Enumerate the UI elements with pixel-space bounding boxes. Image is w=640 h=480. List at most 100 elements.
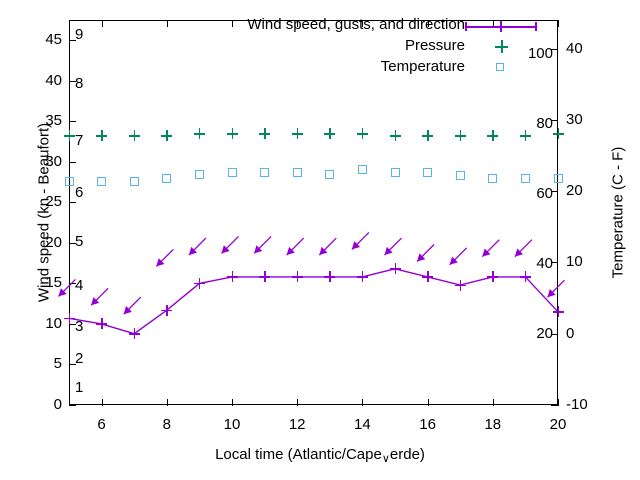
- tick-label-left: 35: [45, 112, 62, 130]
- pressure-point: [128, 130, 140, 141]
- beaufort-label: 5: [75, 232, 84, 250]
- tick-label-bottom: 12: [288, 416, 306, 433]
- pressure-label: 80: [536, 115, 553, 132]
- tick-top: [492, 20, 494, 27]
- tick-right: [551, 48, 558, 50]
- tick-right: [551, 191, 558, 193]
- tick-label-bottom: 20: [549, 416, 567, 433]
- pressure-point: [487, 130, 499, 141]
- x-axis-title: Local time (Atlantic/Cape∨erde): [0, 446, 640, 465]
- beaufort-label: 9: [75, 26, 84, 44]
- pressure-label: 60: [536, 185, 553, 202]
- tick-label-bottom: 6: [97, 416, 106, 433]
- beaufort-label: 3: [75, 318, 84, 335]
- pressure-point: [259, 128, 271, 140]
- wind-speed-point: [324, 271, 336, 283]
- tick-label-left: 30: [45, 152, 62, 170]
- temperature-point: [97, 176, 107, 186]
- tick-label-left: 45: [45, 31, 62, 49]
- wind-speed-point: [454, 279, 466, 291]
- tick-top: [558, 20, 559, 27]
- pressure-point: [519, 130, 531, 141]
- tick-label-bottom: 18: [484, 416, 502, 433]
- pressure-point: [454, 130, 466, 141]
- tick-bottom: [101, 399, 103, 406]
- tick-label-left: 10: [45, 314, 62, 332]
- legend-label-temperature: Temperature: [380, 58, 465, 75]
- pressure-point: [226, 128, 238, 140]
- legend-key-temperature: [465, 58, 545, 78]
- tick-label-bottom: 16: [419, 416, 436, 433]
- wind-speed-point: [259, 271, 271, 283]
- square-icon: [496, 63, 504, 71]
- tick-top: [232, 20, 233, 27]
- temperature-point: [227, 168, 237, 178]
- pressure-point: [552, 128, 564, 140]
- legend-item-pressure[interactable]: Pressure: [230, 37, 555, 58]
- tick-label-bottom: 14: [354, 416, 371, 433]
- legend-label-pressure: Pressure: [404, 37, 465, 54]
- tick-left: [69, 161, 76, 163]
- tick-left: [69, 121, 76, 123]
- beaufort-label: 4: [75, 277, 84, 295]
- temperature-point: [325, 170, 335, 180]
- tick-left: [69, 40, 76, 42]
- wind-speed-point: [422, 271, 434, 283]
- plot-area: [69, 20, 558, 405]
- temperature-point: [260, 168, 270, 178]
- beaufort-label: 6: [75, 184, 84, 202]
- legend-key-wind: [465, 16, 545, 36]
- tick-label-right: 30: [566, 110, 583, 128]
- temperature-point: [162, 173, 172, 183]
- pressure-point: [291, 128, 303, 140]
- tick-label-left: 5: [53, 355, 62, 373]
- tick-bottom: [427, 399, 429, 406]
- pressure-point: [63, 130, 75, 141]
- pressure-point: [96, 130, 108, 141]
- wind-speed-point: [193, 277, 205, 289]
- temperature-point: [390, 168, 400, 178]
- legend: Wind speed, gusts, and direction Pressur…: [230, 16, 555, 79]
- pressure-label: 40: [536, 255, 553, 272]
- x-axis-title-pre: Local time (Atlantic/Cape: [215, 446, 382, 463]
- tick-label-left: 20: [45, 233, 62, 251]
- x-axis-title-underscore: ∨: [381, 453, 390, 465]
- tick-right: [551, 119, 558, 121]
- pressure-label: 100: [527, 45, 553, 62]
- wind-speed-point: [356, 271, 368, 283]
- temperature-point: [488, 173, 498, 183]
- tick-label-left: 15: [45, 274, 62, 292]
- tick-label-bottom: 10: [223, 416, 241, 433]
- pressure-point: [324, 128, 336, 140]
- pressure-point: [356, 128, 368, 140]
- tick-label-right: 0: [566, 324, 575, 342]
- beaufort-label: 8: [75, 74, 84, 92]
- tick-right: [551, 405, 558, 406]
- legend-item-wind[interactable]: Wind speed, gusts, and direction: [230, 16, 555, 37]
- temperature-point: [520, 174, 530, 184]
- legend-key-pressure: [465, 37, 545, 57]
- wind-speed-point: [291, 271, 303, 283]
- pressure-point: [161, 130, 173, 141]
- tick-bottom: [166, 399, 168, 406]
- tick-left: [69, 405, 76, 406]
- tick-bottom: [297, 399, 299, 406]
- tick-bottom: [232, 399, 233, 406]
- temperature-point: [194, 169, 204, 179]
- tick-label-right: 40: [566, 39, 583, 57]
- temperature-point: [129, 176, 139, 186]
- tick-top: [427, 20, 429, 27]
- wind-speed-point: [161, 304, 173, 316]
- temperature-point: [64, 176, 74, 186]
- tick-top: [362, 20, 364, 27]
- tick-label-right: -10: [566, 396, 588, 413]
- tick-bottom: [558, 399, 559, 406]
- wind-speed-point: [552, 306, 564, 318]
- tick-top: [166, 20, 168, 27]
- tick-label-left: 25: [45, 193, 62, 211]
- legend-item-temperature[interactable]: Temperature: [230, 58, 555, 79]
- tick-left: [69, 242, 76, 244]
- tick-label-left: 40: [45, 71, 62, 89]
- tick-left: [69, 202, 76, 204]
